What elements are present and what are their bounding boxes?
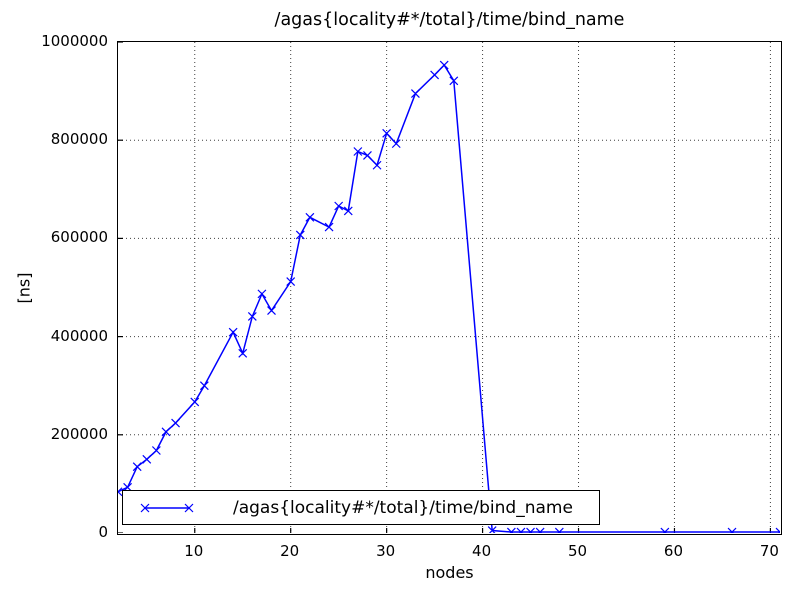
data-line bbox=[118, 63, 780, 533]
y-axis-label: [ns] bbox=[14, 272, 34, 304]
x-axis-label: nodes bbox=[425, 563, 474, 582]
y-tick-label: 0 bbox=[98, 523, 108, 541]
y-tick-label: 800000 bbox=[50, 130, 108, 149]
plot-area bbox=[117, 41, 782, 535]
x-tick-label: 60 bbox=[663, 542, 683, 560]
y-tick-label: 1000000 bbox=[41, 32, 108, 50]
x-tick-label: 50 bbox=[567, 542, 588, 560]
legend-line-sample bbox=[140, 503, 194, 512]
y-tick-label: 600000 bbox=[50, 228, 108, 247]
data-markers bbox=[118, 60, 780, 533]
x-tick-label: 20 bbox=[280, 542, 300, 560]
x-tick-label: 70 bbox=[759, 542, 779, 560]
x-tick-label: 30 bbox=[376, 542, 396, 560]
chart-canvas bbox=[118, 42, 780, 533]
x-tick-label: 10 bbox=[184, 542, 204, 560]
y-tick-label: 200000 bbox=[50, 424, 108, 443]
legend-box: /agas{locality#*/total}/time/bind_name bbox=[122, 490, 600, 525]
y-tick-label: 400000 bbox=[50, 326, 108, 345]
chart-title: /agas{locality#*/total}/time/bind_name bbox=[274, 10, 625, 30]
legend-label: /agas{locality#*/total}/time/bind_name bbox=[233, 497, 573, 518]
x-tick-label: 40 bbox=[472, 542, 492, 560]
